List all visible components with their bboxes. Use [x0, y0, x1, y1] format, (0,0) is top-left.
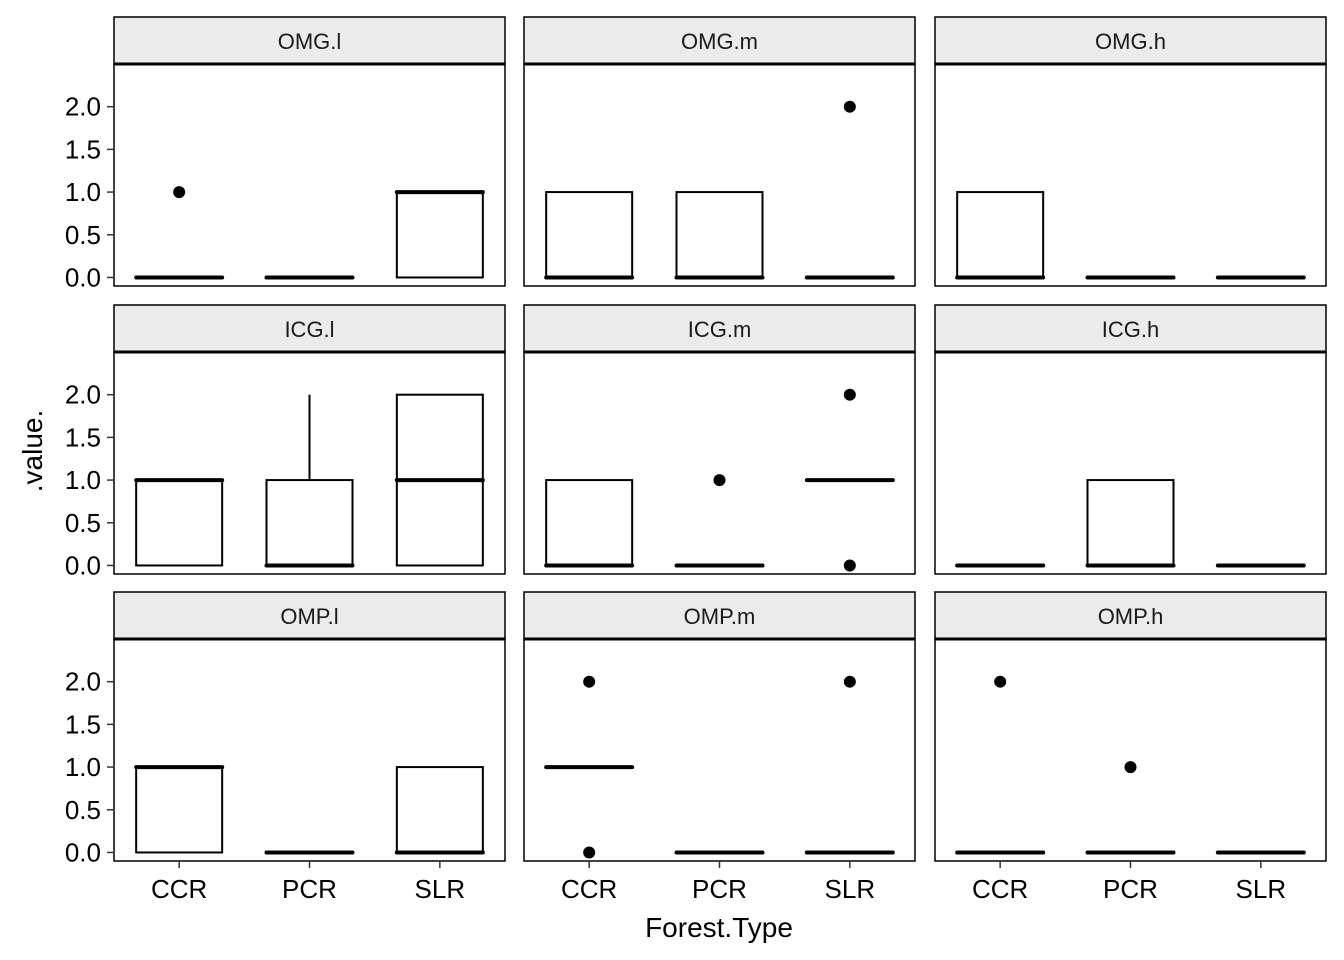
x-tick-label: PCR: [282, 874, 337, 904]
facet-plot-area: [934, 351, 1327, 575]
facet-strip: [523, 16, 916, 65]
boxplot-CCR: [544, 479, 635, 568]
outlier-point: [994, 675, 1007, 688]
y-tick-label: 0.5: [65, 508, 101, 538]
y-tick-label: 0.5: [65, 795, 101, 825]
x-axis-col-1: CCR PCR SLR: [151, 861, 465, 904]
facet-panel-ICG.h: ICG.h: [934, 304, 1327, 575]
facet-strip-label: OMG.l: [278, 29, 342, 54]
x-axis-col-2: CCR PCR SLR: [561, 861, 875, 904]
y-axis-title: .value.: [17, 410, 48, 493]
outlier-point: [843, 675, 856, 688]
x-tick-label: SLR: [1236, 874, 1287, 904]
boxplot-CCR: [955, 191, 1046, 280]
outlier-point: [583, 675, 596, 688]
y-tick-label: 1.0: [65, 465, 101, 495]
facet-strip-label: OMP.l: [280, 604, 338, 629]
boxplot-SLR: [394, 393, 485, 567]
boxplot-PCR: [674, 191, 765, 280]
boxplot-SLR: [804, 675, 895, 855]
y-tick-label: 1.5: [65, 134, 101, 164]
facet-strip-label: ICG.h: [1102, 317, 1159, 342]
facet-panel-ICG.l: ICG.l: [113, 304, 506, 575]
x-tick-label: PCR: [692, 874, 747, 904]
y-tick-label: 0.0: [65, 262, 101, 292]
facet-strip: [934, 16, 1327, 65]
outlier-point: [1124, 761, 1137, 774]
facet-panel-OMP.h: OMP.h: [934, 591, 1327, 862]
y-tick-label: 1.5: [65, 422, 101, 452]
outlier-point: [843, 388, 856, 401]
y-tick-label: 1.5: [65, 709, 101, 739]
x-tick-label: CCR: [151, 874, 207, 904]
boxplot-PCR: [1085, 479, 1176, 568]
facet-strip-label: OMP.h: [1098, 604, 1164, 629]
facet-strip-label: ICG.l: [284, 317, 334, 342]
boxplot-PCR: [674, 474, 765, 568]
boxplot-CCR: [134, 478, 225, 567]
facet-plot-area: [523, 638, 916, 862]
facet-strip-label: OMG.m: [681, 29, 758, 54]
facet-strip: [113, 591, 506, 640]
boxplot-CCR: [134, 186, 225, 280]
x-tick-label: PCR: [1103, 874, 1158, 904]
facet-plot-area: [934, 63, 1327, 287]
y-tick-label: 2.0: [65, 667, 101, 697]
facet-panel-OMG.l: OMG.l: [113, 16, 506, 287]
facet-strip: [934, 591, 1327, 640]
facet-strip-label: OMG.h: [1095, 29, 1166, 54]
facet-panel-OMG.h: OMG.h: [934, 16, 1327, 287]
facet-panel-OMP.l: OMP.l: [113, 591, 506, 862]
boxplot-CCR: [544, 191, 635, 280]
boxplot-PCR: [264, 394, 355, 568]
boxplot-SLR: [804, 388, 895, 572]
y-tick-label: 2.0: [65, 380, 101, 410]
facet-strip-label: OMP.m: [684, 604, 756, 629]
x-axis-title: Forest.Type: [645, 912, 793, 943]
facet-panel-OMP.m: OMP.m: [523, 591, 916, 862]
boxplot-CCR: [955, 675, 1046, 855]
boxplot-PCR: [1085, 761, 1176, 855]
facet-plot-area: [934, 638, 1327, 862]
x-tick-label: SLR: [825, 874, 876, 904]
facet-strip: [523, 591, 916, 640]
x-tick-label: CCR: [972, 874, 1028, 904]
outlier-point: [713, 474, 726, 487]
y-tick-label: 0.0: [65, 550, 101, 580]
facet-plot-area: [113, 638, 506, 862]
y-tick-label: 1.0: [65, 177, 101, 207]
outlier-point: [173, 186, 186, 199]
facet-strip-label: ICG.m: [688, 317, 752, 342]
boxplot-SLR: [394, 766, 485, 855]
facet-plot-area: [113, 63, 506, 287]
facet-strip: [113, 16, 506, 65]
facet-panel-OMG.m: OMG.m: [523, 16, 916, 287]
y-axis-row-3: 0.0 0.5 1.0 1.5 2.0: [65, 667, 114, 867]
boxplot-CCR: [134, 765, 225, 854]
y-tick-label: 0.0: [65, 837, 101, 867]
x-tick-label: CCR: [561, 874, 617, 904]
facet-strip: [523, 304, 916, 353]
boxplot-SLR: [394, 190, 485, 279]
y-tick-label: 2.0: [65, 92, 101, 122]
y-tick-label: 1.0: [65, 752, 101, 782]
outlier-point: [843, 559, 856, 572]
facet-plot-area: [523, 63, 916, 287]
facet-panel-ICG.m: ICG.m: [523, 304, 916, 575]
y-axis-row-1: 0.0 0.5 1.0 1.5 2.0: [65, 92, 114, 292]
facet-plot-area: [523, 351, 916, 575]
outlier-point: [843, 100, 856, 113]
y-axis-row-2: 0.0 0.5 1.0 1.5 2.0: [65, 380, 114, 580]
x-tick-label: SLR: [415, 874, 466, 904]
outlier-point: [583, 846, 596, 859]
boxplot-SLR: [804, 100, 895, 280]
x-axis-col-3: CCR PCR SLR: [972, 861, 1286, 904]
y-tick-label: 0.5: [65, 220, 101, 250]
boxplot-CCR: [544, 675, 635, 859]
